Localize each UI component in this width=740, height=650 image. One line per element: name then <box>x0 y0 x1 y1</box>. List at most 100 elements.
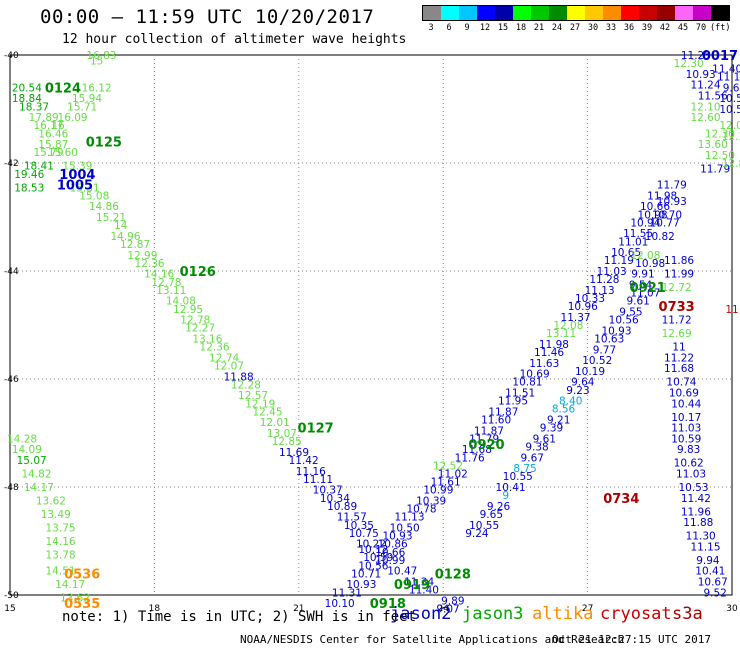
data-point-label: 11.15 <box>717 72 740 84</box>
data-point-label: 10.52 <box>582 355 612 367</box>
scale-label: 12 <box>479 23 491 33</box>
pass-time-label: 0921 <box>630 281 666 296</box>
data-point-label: 11.76 <box>455 452 485 464</box>
data-point-label: 9 <box>502 490 509 502</box>
data-point-label: 12.99 <box>127 250 157 262</box>
legend-item-cryosat: cryosat <box>600 604 672 624</box>
data-point-label: 11.72 <box>662 315 692 327</box>
pass-time-label: 0734 <box>603 492 639 507</box>
pass-time-label: 0920 <box>468 438 504 453</box>
data-point-label: 10.50 <box>390 523 420 535</box>
scale-swatch <box>693 6 711 20</box>
data-point-label: 10.66 <box>375 547 405 559</box>
scale-swatch <box>459 6 477 20</box>
data-point-label: 10.59 <box>363 552 393 564</box>
chart-title: 00:00 – 11:59 UTC 10/20/2017 <box>40 6 375 28</box>
pass-time-label: 0017 <box>702 49 738 64</box>
data-point-label: 10.55 <box>503 471 533 483</box>
data-point-label: 9.55 <box>619 307 642 319</box>
pass-time-label: 0127 <box>298 422 334 437</box>
data-point-label: 14.51 <box>46 566 76 578</box>
data-point-label: 11.40 <box>409 585 439 597</box>
data-point-label: 9.91 <box>631 269 654 281</box>
data-point-label: 11.15 <box>690 541 720 553</box>
data-point-label: 10.19 <box>575 366 605 378</box>
scale-label: 42 <box>659 23 671 33</box>
data-point-label: 18.53 <box>14 182 44 194</box>
scale-label: 24 <box>551 23 563 33</box>
data-point-label: 10.53 <box>678 482 708 494</box>
data-point-label: 10.70 <box>652 209 682 221</box>
pass-time-label: 1005 <box>57 179 93 194</box>
scale-swatch <box>549 6 567 20</box>
data-point-label: 10.34 <box>320 493 350 505</box>
data-point-label: 10.10 <box>325 598 355 610</box>
data-point-label: 12.50 <box>705 150 735 162</box>
data-point-label: 16.12 <box>82 82 112 94</box>
data-point-label: 11.42 <box>681 493 711 505</box>
y-tick-label: -40 <box>4 51 19 61</box>
data-point-label: 11.86 <box>664 255 694 267</box>
pass-time-label: 0124 <box>45 81 81 96</box>
data-point-label: 13.62 <box>60 593 90 605</box>
data-point-label: 12.52 <box>433 460 463 472</box>
plot-frame <box>9 54 733 596</box>
scale-label: 9 <box>464 23 470 33</box>
data-point-label: 11.98 <box>647 190 677 202</box>
pass-time-label: 0125 <box>86 135 122 150</box>
data-point-label: 11.16 <box>296 466 326 478</box>
data-point-label: 11.28 <box>589 274 619 286</box>
data-point-label: 10.17 <box>671 412 701 424</box>
data-point-label: 10.78 <box>407 504 437 516</box>
scale-swatch <box>531 6 549 20</box>
data-point-label: 11.79 <box>657 180 687 192</box>
data-point-label: 12.10 <box>690 101 720 113</box>
data-point-label: 10.93 <box>686 69 716 81</box>
pass-time-label: 1004 <box>59 168 95 183</box>
data-point-label: 11.40 <box>712 64 740 76</box>
data-point-label: 15.07 <box>17 455 47 467</box>
y-tick-label: -44 <box>4 267 19 277</box>
data-point-label: 10.89 <box>327 501 357 513</box>
data-point-label: 12.60 <box>690 112 720 124</box>
data-point-label: 9.38 <box>525 442 548 454</box>
data-point-label: 18.37 <box>19 101 49 113</box>
data-point-label: 10.66 <box>640 201 670 213</box>
pass-time-label: 0535 <box>64 597 100 612</box>
footer-credit: NOAA/NESDIS Center for Satellite Applica… <box>240 633 625 646</box>
data-point-label: 11.01 <box>618 236 648 248</box>
data-point-label: 14.28 <box>7 433 37 445</box>
data-point-label: 19.46 <box>14 169 44 181</box>
data-point-label: 10.96 <box>568 301 598 313</box>
footnote: note: 1) Time is in UTC; 2) SWH is in fe… <box>62 609 417 625</box>
legend-item-jason2: jason2 <box>390 604 452 624</box>
data-point-label: 11.34 <box>404 577 434 589</box>
x-tick-label: 24 <box>437 604 449 614</box>
data-point-label: 10.59 <box>671 433 701 445</box>
data-point-label: 11.87 <box>488 406 518 418</box>
data-point-label: 9.23 <box>566 385 589 397</box>
data-point-label: 11.11 <box>303 474 333 486</box>
footer-timestamp: Oct 21 12:27:15 UTC 2017 <box>552 633 711 646</box>
data-point-label: 9.77 <box>593 344 616 356</box>
chart-subtitle: 12 hour collection of altimeter wave hei… <box>62 32 407 47</box>
scale-label: 3 <box>428 23 434 33</box>
legend-item-altika: altika <box>532 604 594 624</box>
data-point-label: 12.28 <box>231 379 261 391</box>
data-point-label: 12.80 <box>722 158 740 170</box>
data-point-label: 12.57 <box>238 390 268 402</box>
data-point-label: 11.31 <box>332 587 362 599</box>
data-point-label: 9.21 <box>547 415 570 427</box>
data-point-label: 9.67 <box>521 452 544 464</box>
data-point-label: 11.24 <box>690 80 720 92</box>
data-point-label: 11 <box>725 304 738 316</box>
data-point-label: 13.62 <box>36 496 66 508</box>
legend-item-jason3: jason3 <box>462 604 524 624</box>
scale-label: (ft) <box>710 23 731 33</box>
legend-item-s3a: s3a <box>672 604 703 624</box>
data-point-label: 10.67 <box>698 577 728 589</box>
data-point-label: 9.89 <box>441 595 464 607</box>
data-point-label: 11.37 <box>561 312 591 324</box>
data-point-label: 12.78 <box>180 315 210 327</box>
